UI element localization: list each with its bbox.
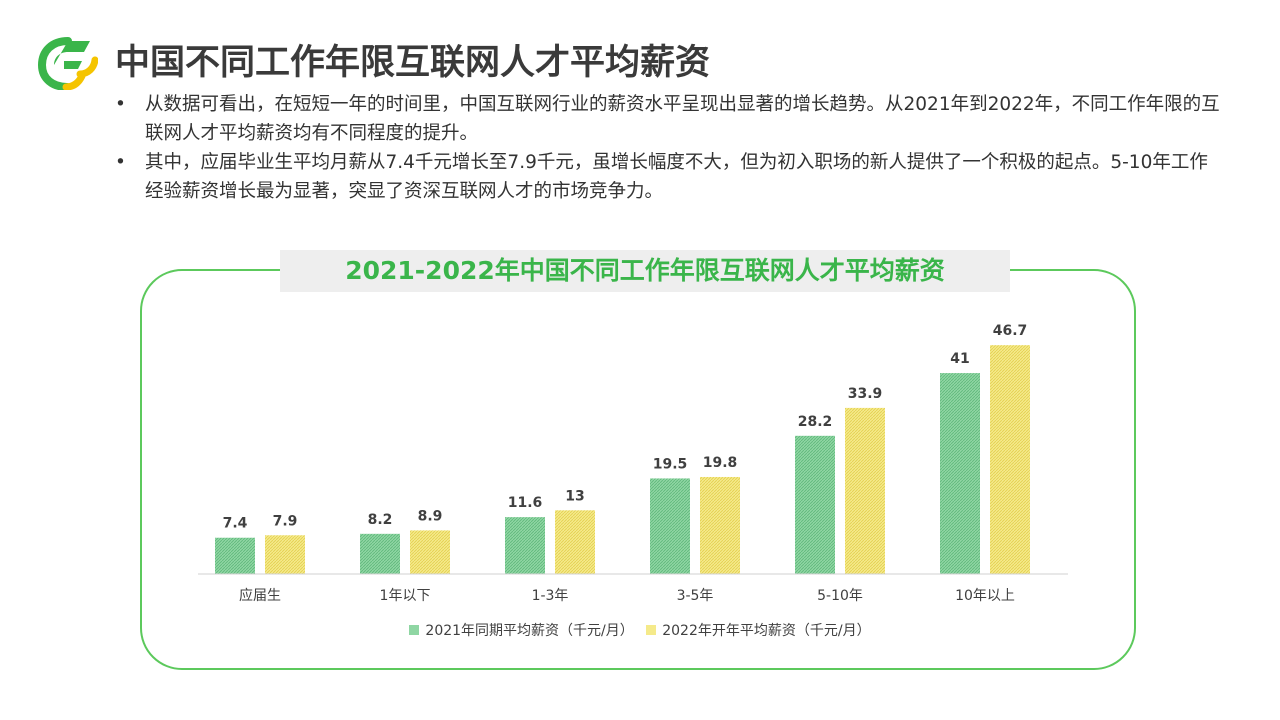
chart-title: 2021-2022年中国不同工作年限互联网人才平均薪资	[345, 256, 945, 285]
legend-swatch-2022	[646, 625, 657, 635]
legend-label-2022: 2022年开年平均薪资（千元/月）	[662, 623, 871, 639]
legend-swatch-2021	[409, 625, 420, 635]
bar-2021-5	[940, 373, 980, 574]
bar-2021-2	[505, 517, 545, 574]
data-label-2021-0: 7.4	[223, 516, 248, 532]
x-tick-label-3: 3-5年	[677, 588, 714, 604]
x-tick-label-2: 1-3年	[532, 588, 569, 604]
data-label-2022-4: 33.9	[848, 386, 883, 402]
data-label-2021-1: 8.2	[368, 512, 393, 528]
bar-2021-4	[795, 435, 835, 574]
bar-2022-1	[410, 530, 450, 574]
x-tick-label-4: 5-10年	[817, 588, 863, 604]
bullet-dot: •	[115, 152, 126, 173]
data-label-2022-3: 19.8	[703, 455, 738, 471]
data-label-2021-2: 11.6	[508, 495, 543, 511]
legend-label-2021: 2021年同期平均薪资（千元/月）	[425, 623, 634, 639]
data-label-2022-1: 8.9	[418, 508, 443, 524]
bullet-text: 其中，应届毕业生平均月薪从7.4千元增长至7.9千元，虽增长幅度不大，但为初入职…	[145, 152, 1208, 202]
legend-item-2021: 2021年同期平均薪资（千元/月）	[409, 620, 634, 640]
x-tick-label-0: 应届生	[239, 587, 281, 604]
bar-2021-1	[360, 533, 400, 574]
data-label-2022-5: 46.7	[993, 323, 1028, 339]
legend-item-2022: 2022年开年平均薪资（千元/月）	[646, 620, 871, 640]
bar-2022-5	[990, 345, 1030, 574]
bullet-item: • 从数据可看出，在短短一年的时间里，中国互联网行业的薪资水平呈现出显著的增长趋…	[115, 90, 1225, 148]
bar-2022-2	[555, 510, 595, 574]
bullet-dot: •	[115, 94, 126, 115]
bar-2022-3	[700, 476, 740, 574]
bar-2021-0	[215, 537, 255, 574]
leaf-logo-icon	[38, 37, 98, 90]
bullet-item: • 其中，应届毕业生平均月薪从7.4千元增长至7.9千元，虽增长幅度不大，但为初…	[115, 148, 1225, 206]
bullet-list: • 从数据可看出，在短短一年的时间里，中国互联网行业的薪资水平呈现出显著的增长趋…	[115, 90, 1225, 206]
chart-legend: 2021年同期平均薪资（千元/月） 2022年开年平均薪资（千元/月）	[0, 620, 1280, 640]
data-label-2021-3: 19.5	[653, 456, 688, 472]
bar-2022-4	[845, 407, 885, 574]
data-label-2021-4: 28.2	[798, 414, 833, 430]
bar-2022-0	[265, 535, 305, 574]
bar-2021-3	[650, 478, 690, 574]
bullet-text: 从数据可看出，在短短一年的时间里，中国互联网行业的薪资水平呈现出显著的增长趋势。…	[145, 94, 1220, 144]
data-label-2022-2: 13	[565, 488, 584, 504]
x-tick-label-5: 10年以上	[955, 588, 1015, 604]
x-tick-label-1: 1年以下	[380, 588, 431, 604]
data-label-2021-5: 41	[950, 351, 969, 367]
page-title: 中国不同工作年限互联网人才平均薪资	[115, 43, 711, 83]
chart-title-banner: 2021-2022年中国不同工作年限互联网人才平均薪资	[280, 250, 1010, 292]
data-label-2022-0: 7.9	[273, 513, 298, 529]
